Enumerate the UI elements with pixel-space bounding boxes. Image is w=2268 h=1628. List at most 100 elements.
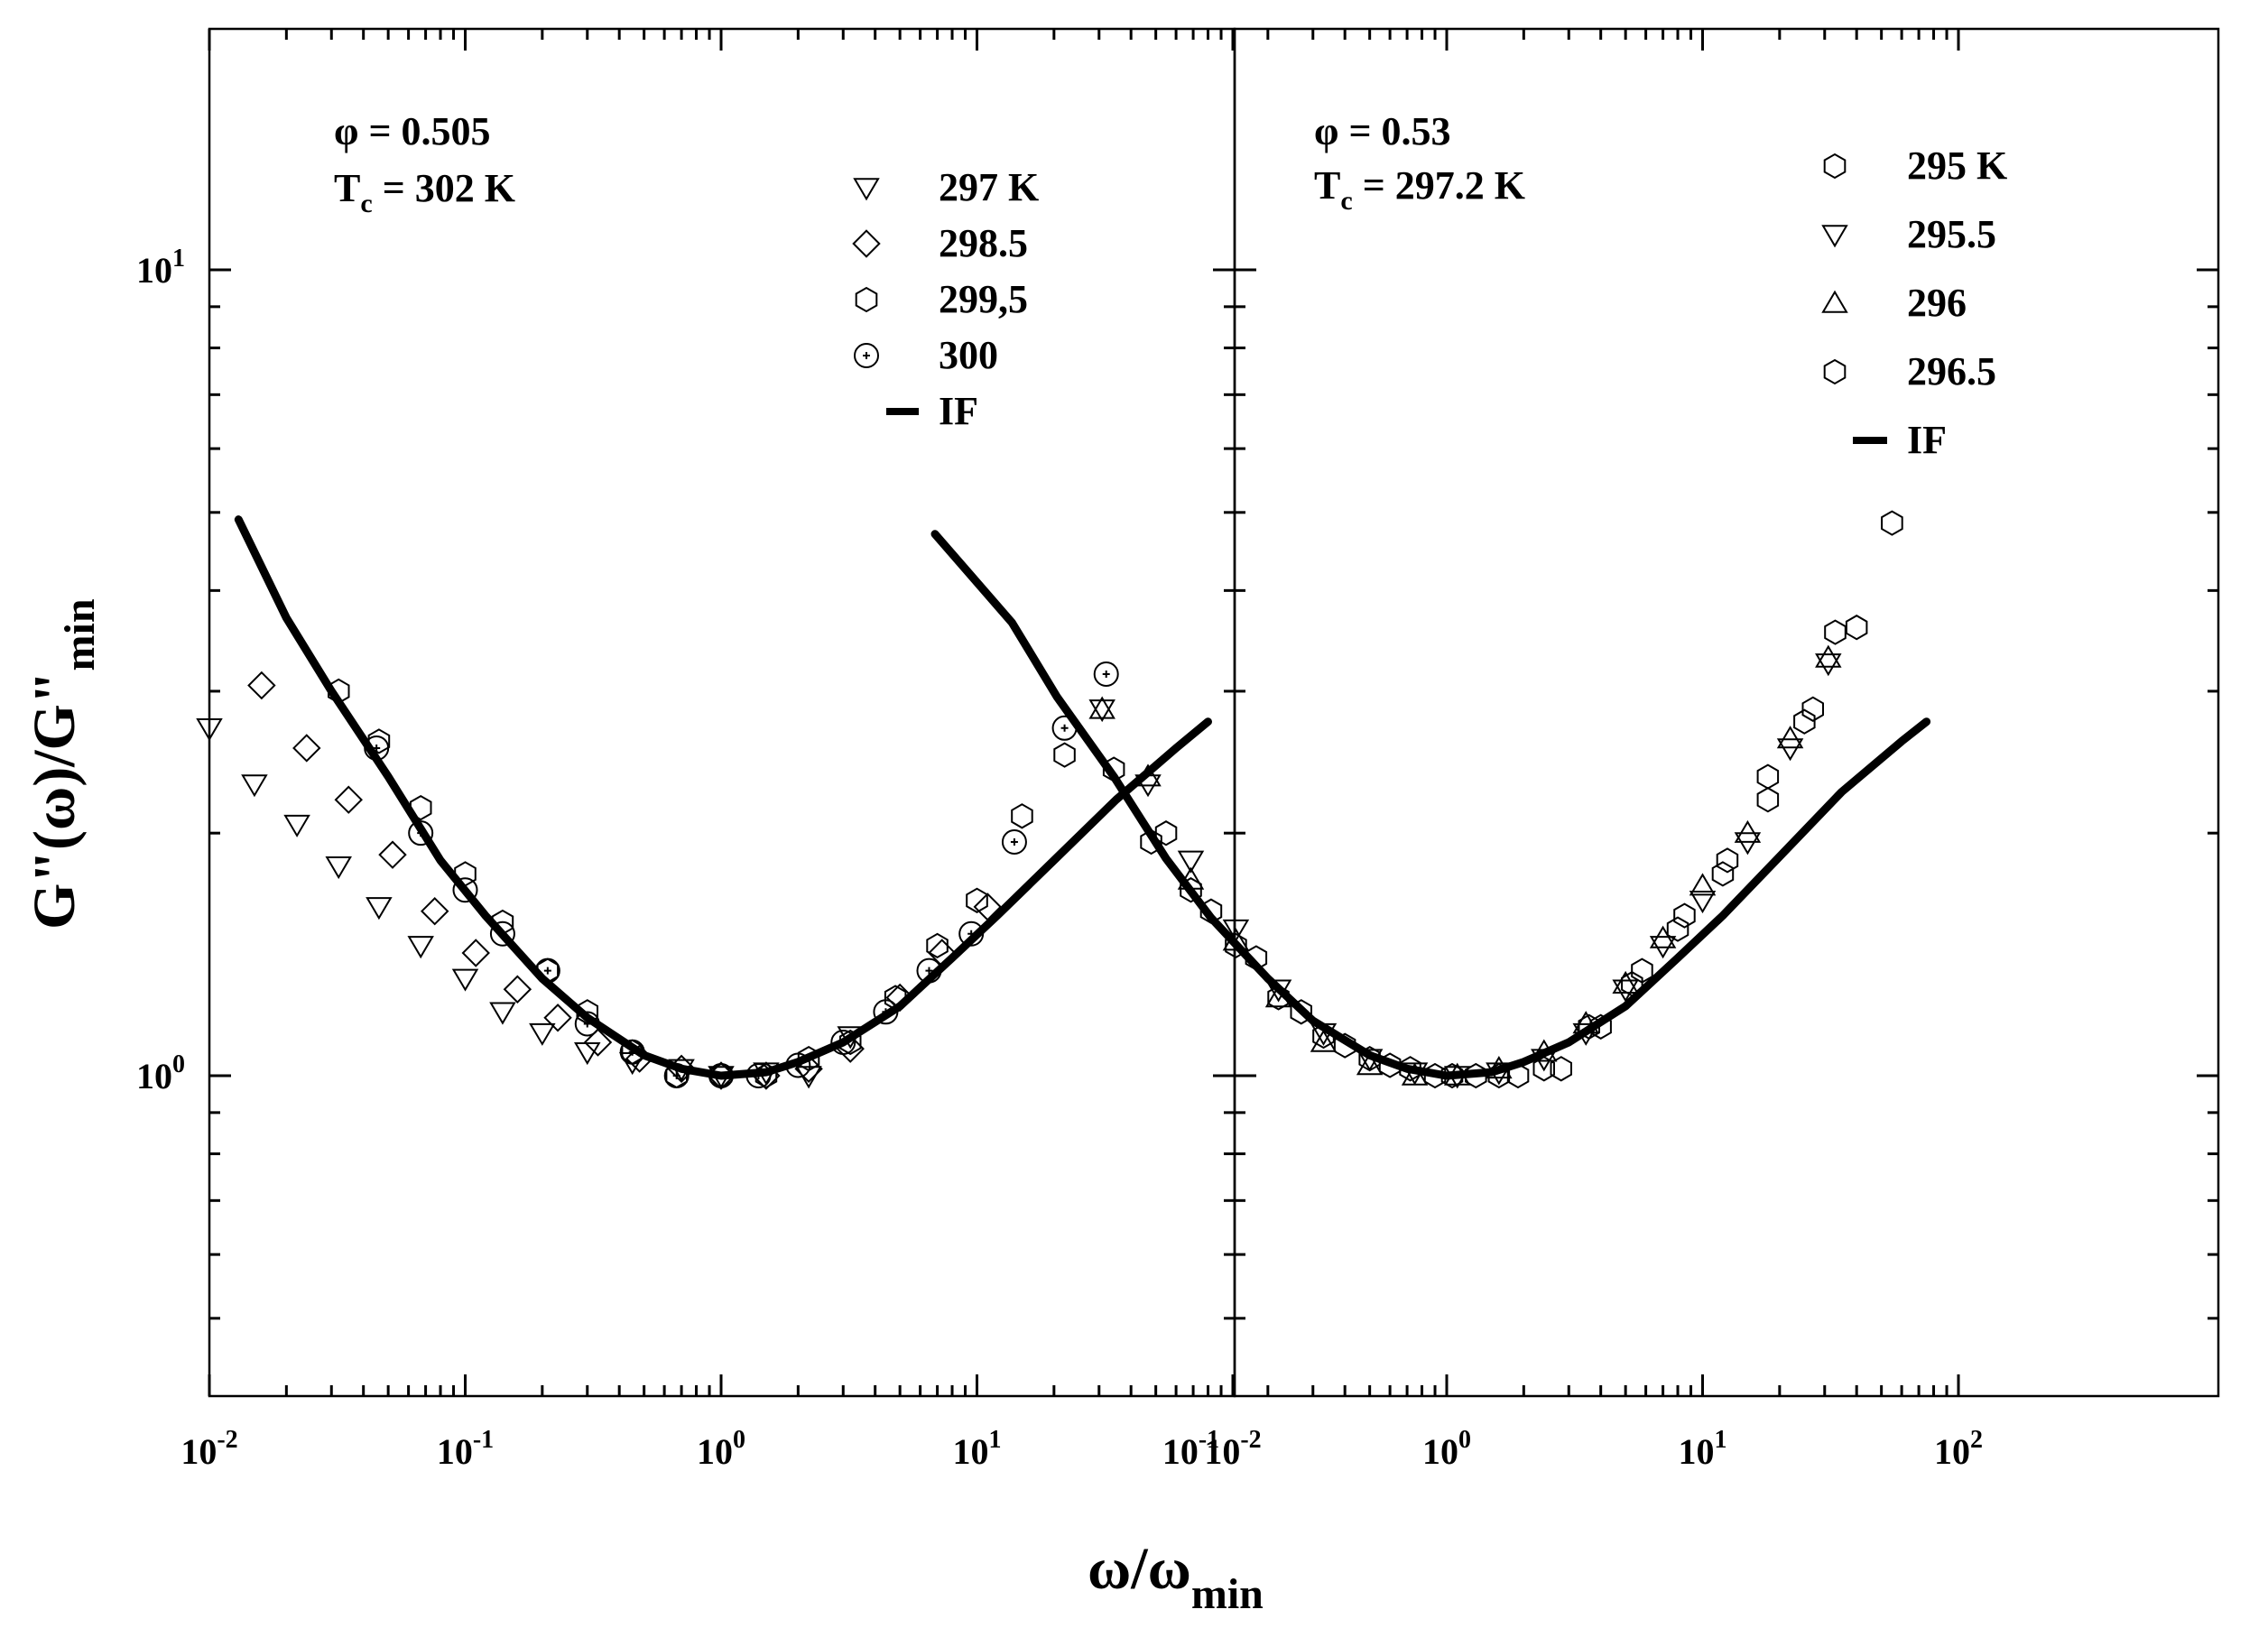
right-x-tick-label-exp: 0	[1458, 1426, 1471, 1454]
left-series-299-5-point	[926, 932, 949, 959]
left-x-tick-label: 10-2	[1204, 1426, 1261, 1472]
right-series-295-5-point	[1776, 738, 1804, 762]
right-series-295-k-point	[1711, 861, 1735, 887]
left-series-298-5-point	[247, 671, 276, 700]
right-tc-annotation: Tc = 297.2 K	[1314, 163, 1525, 216]
right-x-tick-label: 100	[1422, 1426, 1471, 1472]
left-series-299-5-point	[367, 728, 391, 754]
left-x-tick-label-base: 10	[437, 1431, 473, 1472]
left-series-299-5-point	[839, 1029, 862, 1056]
left-series-297-k-point	[325, 856, 352, 880]
right-series-295-k-point	[1267, 985, 1290, 1011]
right-series-296-5-point	[1631, 957, 1653, 984]
left-tc-symbol: T	[334, 166, 360, 210]
right-series-295-5-point	[1689, 891, 1717, 914]
right-tick-labels: 10-1 100 101 102	[1162, 1426, 1983, 1472]
left-legend-marker-300-cross	[863, 352, 870, 359]
left-legend-label-299-5: 299,5	[939, 277, 1028, 321]
left-legend-label-298-5: 298.5	[939, 221, 1028, 265]
right-series-if	[930, 530, 1931, 1080]
x-axis-title: ω/ωmin	[1088, 1536, 1264, 1618]
left-series-300-point-cross	[1060, 724, 1069, 732]
left-series-298-5-point	[543, 1004, 572, 1032]
left-series-300-point-cross	[925, 967, 933, 975]
left-axis-ticks	[208, 29, 1235, 1396]
left-series-298-5-point	[334, 785, 363, 814]
right-legend-label-if: IF	[1907, 418, 1947, 462]
right-legend: 295 K 295.5 296 296.5 IF	[1821, 143, 2007, 462]
left-series-297-k-point	[283, 814, 310, 837]
right-plot-frame	[1233, 27, 2220, 1398]
left-series-299-5	[328, 678, 1076, 1089]
left-series-297-k-point	[241, 774, 268, 798]
right-series-layer	[930, 510, 1931, 1089]
right-series-296-5-point	[1589, 1013, 1612, 1040]
right-phi-annotation: φ = 0.53	[1314, 109, 1451, 153]
left-series-298-5-point	[461, 939, 490, 967]
right-x-tick-label-base: 10	[1422, 1431, 1458, 1472]
right-legend-marker-296-5	[1823, 358, 1847, 385]
y-axis-title-sub: min	[56, 598, 104, 671]
left-legend-marker-297-k	[853, 178, 880, 201]
left-y-tick-label: 100	[136, 1050, 185, 1096]
left-series-298-5-point	[583, 1028, 613, 1057]
right-series-296-5-point	[1550, 1056, 1572, 1082]
right-x-tick-label-base: 10	[1679, 1431, 1715, 1472]
right-series-296-point	[1310, 1029, 1338, 1052]
right-series-296-point	[1815, 644, 1842, 668]
left-series-layer	[196, 515, 1212, 1090]
right-series-296-5-point	[1793, 708, 1816, 735]
left-if-curve	[234, 515, 1212, 1080]
left-x-tick-label-exp: -2	[1240, 1426, 1261, 1454]
left-series-297-k-point	[489, 1002, 516, 1025]
left-y-tick-label-base: 10	[136, 250, 172, 291]
right-tc-value: = 297.2 K	[1353, 163, 1525, 208]
left-series-297-k-point	[196, 718, 223, 742]
left-series-297-k-point	[407, 936, 434, 959]
right-series-295-5-point	[1734, 832, 1762, 856]
right-tc-subscript: c	[1340, 186, 1352, 216]
right-x-tick-label-base: 10	[1934, 1431, 1970, 1472]
right-legend-label-295-5: 295.5	[1907, 212, 1996, 256]
right-x-tick-label: 101	[1679, 1426, 1727, 1472]
left-x-tick-label-base: 10	[181, 1431, 217, 1472]
left-series-if	[234, 515, 1212, 1080]
left-tc-subscript: c	[360, 189, 372, 218]
left-series-300-point	[452, 877, 478, 903]
left-x-tick-label-base: 10	[953, 1431, 989, 1472]
right-series-295-5-point	[1177, 850, 1205, 874]
right-series-295-k-point	[1756, 787, 1780, 813]
right-x-tick-label-exp: 2	[1970, 1426, 1983, 1454]
right-series-295-k-point	[1845, 615, 1868, 641]
right-series-296-5-point	[1716, 847, 1739, 874]
right-series-295-k-point	[1140, 828, 1162, 856]
right-series-295-k-point	[1666, 916, 1689, 942]
x-axis-title-main: ω/ω	[1088, 1536, 1191, 1602]
left-series-298-5-point	[420, 897, 449, 926]
left-series-297-k-point	[451, 968, 479, 992]
left-series-297-k	[196, 718, 864, 1089]
right-series-296-5-point	[1881, 510, 1903, 536]
left-legend-marker-300	[854, 343, 879, 368]
right-legend-marker-295-5	[1821, 225, 1848, 248]
right-legend-label-296-5: 296.5	[1907, 349, 1996, 393]
left-series-297-k-point	[574, 1042, 601, 1066]
left-series-299-5-point	[966, 887, 988, 913]
x-axis-title-sub: min	[1191, 1570, 1264, 1618]
right-series-295-5-point	[1612, 979, 1639, 1003]
right-series-295-k-point	[1532, 1056, 1555, 1082]
right-series-295-5	[1088, 653, 1842, 1089]
left-series-300-point-cross	[1010, 837, 1018, 846]
right-series-296-5-point	[1756, 763, 1780, 790]
left-series-298-5-point	[378, 840, 407, 869]
left-x-tick-label: 101	[953, 1426, 1002, 1472]
right-x-tick-label: 10-1	[1162, 1426, 1219, 1472]
left-legend-marker-298-5	[852, 229, 881, 258]
y-axis-title: G"(ω)/G"min	[22, 598, 104, 930]
left-x-tick-label-base: 10	[697, 1431, 733, 1472]
right-axis-ticks	[1235, 29, 2218, 1396]
right-series-296-5-point	[1673, 902, 1696, 929]
